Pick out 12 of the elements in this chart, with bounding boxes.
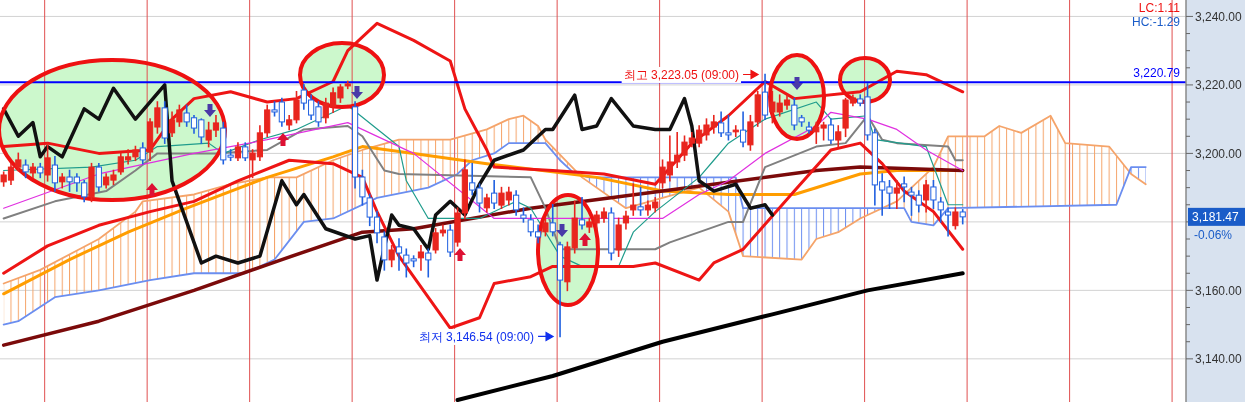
- annotation: 최고 3,223.05 (09:00): [623, 67, 740, 82]
- annotation: 최저 3,146.54 (09:00): [418, 329, 535, 344]
- text: -0.06%: [1194, 227, 1233, 242]
- y-tick-label: 3,160.00: [1195, 283, 1243, 298]
- annotation: LC:1.11: [1138, 1, 1181, 15]
- text: 3,181.47: [1192, 210, 1240, 225]
- y-tick-label: 3,140.00: [1195, 352, 1243, 367]
- y-tick-label: 3,200.00: [1195, 146, 1243, 161]
- y-tick-label: 3,240.00: [1195, 9, 1243, 24]
- y-tick-label: 3,220.00: [1195, 78, 1243, 93]
- ref-line-label: 3,220.79: [1133, 66, 1181, 81]
- annotation: HC:-1.29: [1131, 15, 1181, 29]
